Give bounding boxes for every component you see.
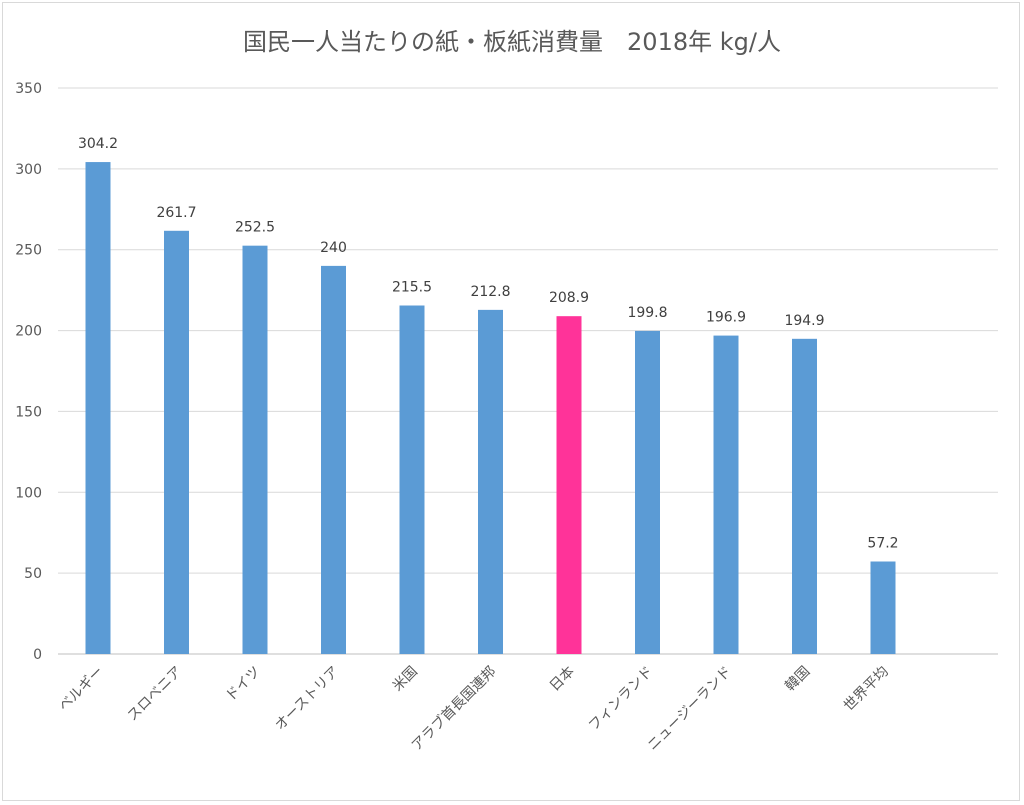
gridlines: [58, 87, 998, 655]
x-tick-label: フィンランド: [586, 664, 657, 735]
bar: [321, 265, 346, 654]
data-label: 215.5: [392, 280, 432, 296]
data-label: 252.5: [235, 220, 275, 236]
x-tick-label: ニュージーランド: [645, 664, 735, 754]
data-label: 240: [320, 240, 347, 256]
y-tick-label: 250: [15, 243, 42, 259]
data-label: 212.8: [470, 284, 510, 300]
y-tick-label: 200: [15, 324, 42, 340]
chart-title: 国民一人当たりの紙・板紙消費量 2018年 kg/人: [243, 28, 781, 56]
y-tick-label: 150: [15, 404, 42, 420]
data-label: 304.2: [78, 136, 118, 152]
data-label: 261.7: [156, 205, 196, 221]
bar: [399, 305, 425, 654]
y-tick-label: 100: [15, 485, 42, 501]
data-label: 57.2: [867, 535, 898, 551]
bar: [85, 162, 111, 655]
x-tick-label: ドイツ: [223, 664, 264, 705]
bar: [242, 245, 268, 654]
bar: [635, 330, 660, 654]
data-labels: 304.2 261.7 252.5 240 215.5 212.8 208.9 199.8 19…: [78, 136, 899, 551]
y-axis-ticks: 0 50 100 150 200 250 300 350: [15, 81, 42, 663]
x-tick-label: 世界平均: [841, 664, 892, 715]
bar: [870, 561, 896, 654]
x-tick-label: オーストリア: [272, 664, 342, 734]
x-tick-label: アラブ首長国連邦: [408, 663, 499, 754]
x-tick-label: 韓国: [782, 664, 813, 695]
data-label: 196.9: [706, 310, 746, 326]
x-tick-label: ベルギー: [56, 664, 107, 715]
bar: [164, 230, 189, 655]
bars: [85, 162, 896, 655]
bar: [478, 309, 503, 654]
bar: [556, 316, 582, 654]
data-label: 194.9: [784, 313, 824, 329]
data-label: 208.9: [549, 290, 589, 306]
bar: [792, 338, 817, 654]
bar: [713, 335, 739, 654]
y-tick-label: 300: [15, 162, 42, 178]
y-tick-label: 350: [15, 81, 42, 97]
y-tick-label: 0: [33, 647, 42, 663]
x-tick-label: 米国: [390, 664, 421, 695]
x-tick-label: 日本: [547, 664, 578, 695]
y-tick-label: 50: [24, 566, 42, 582]
data-label: 199.8: [627, 305, 667, 321]
x-tick-label: スロベニア: [125, 664, 186, 725]
